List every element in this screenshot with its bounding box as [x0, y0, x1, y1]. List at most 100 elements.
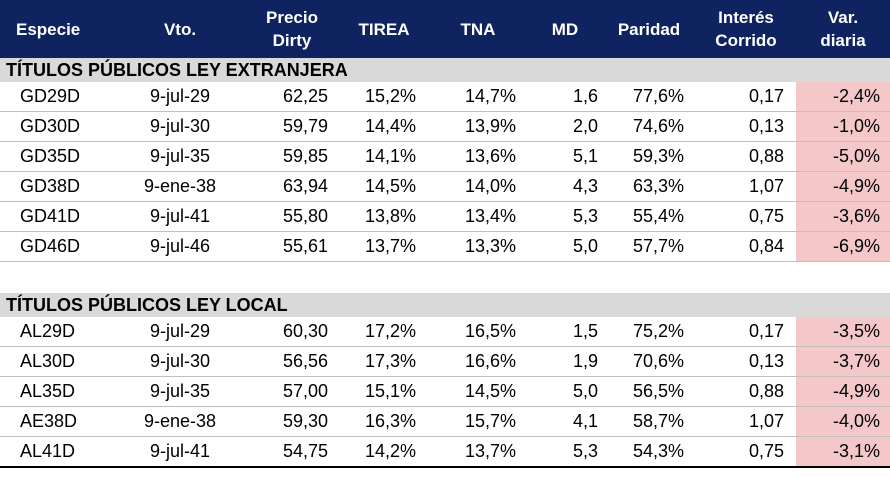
- cell-precio: 59,30: [244, 406, 340, 437]
- cell-interes: 0,88: [696, 376, 796, 407]
- cell-tirea: 16,3%: [340, 406, 428, 437]
- cell-vto: 9-jul-35: [116, 376, 244, 407]
- header-paridad: Paridad: [602, 0, 696, 58]
- cell-md: 1,6: [528, 82, 602, 112]
- cell-precio: 55,80: [244, 201, 340, 232]
- cell-tna: 13,6%: [428, 141, 528, 172]
- cell-interes: 0,17: [696, 317, 796, 347]
- cell-md: 5,3: [528, 436, 602, 468]
- cell-var: -3,5%: [796, 317, 890, 347]
- header-var-diaria: Var. diaria: [796, 0, 890, 58]
- cell-var: -3,1%: [796, 436, 890, 468]
- cell-especie: GD38D: [0, 171, 116, 202]
- cell-vto: 9-jul-29: [116, 82, 244, 112]
- cell-md: 1,5: [528, 317, 602, 347]
- cell-especie: GD35D: [0, 141, 116, 172]
- table-body: TÍTULOS PÚBLICOS LEY EXTRANJERA GD29D 9-ju…: [0, 58, 890, 468]
- cell-md: 1,9: [528, 346, 602, 377]
- cell-interes: 0,88: [696, 141, 796, 172]
- cell-tirea: 14,2%: [340, 436, 428, 468]
- cell-tirea: 13,8%: [340, 201, 428, 232]
- cell-precio: 56,56: [244, 346, 340, 377]
- section-title: TÍTULOS PÚBLICOS LEY EXTRANJERA: [0, 58, 890, 82]
- cell-precio: 59,79: [244, 111, 340, 142]
- cell-var: -2,4%: [796, 82, 890, 112]
- cell-precio: 57,00: [244, 376, 340, 407]
- cell-precio: 60,30: [244, 317, 340, 347]
- cell-paridad: 74,6%: [602, 111, 696, 142]
- cell-var: -4,9%: [796, 171, 890, 202]
- header-tirea: TIREA: [340, 0, 428, 58]
- cell-tna: 15,7%: [428, 406, 528, 437]
- cell-paridad: 70,6%: [602, 346, 696, 377]
- cell-var: -5,0%: [796, 141, 890, 172]
- cell-especie: AL29D: [0, 317, 116, 347]
- cell-tna: 14,0%: [428, 171, 528, 202]
- header-especie: Especie: [0, 0, 116, 58]
- cell-especie: AL35D: [0, 376, 116, 407]
- cell-especie: GD41D: [0, 201, 116, 232]
- cell-md: 2,0: [528, 111, 602, 142]
- cell-paridad: 57,7%: [602, 231, 696, 262]
- cell-md: 5,0: [528, 376, 602, 407]
- cell-precio: 62,25: [244, 82, 340, 112]
- cell-md: 5,0: [528, 231, 602, 262]
- cell-interes: 0,13: [696, 111, 796, 142]
- cell-var: -1,0%: [796, 111, 890, 142]
- cell-vto: 9-jul-30: [116, 111, 244, 142]
- cell-tna: 16,6%: [428, 346, 528, 377]
- cell-especie: AL41D: [0, 436, 116, 468]
- cell-md: 5,3: [528, 201, 602, 232]
- cell-especie: GD29D: [0, 82, 116, 112]
- table-row: GD29D 9-jul-29 62,25 15,2% 14,7% 1,6 77,6% 0,17…: [0, 82, 890, 112]
- cell-tirea: 17,3%: [340, 346, 428, 377]
- cell-precio: 59,85: [244, 141, 340, 172]
- table-header: Especie Vto. Precio Dirty TIREA TNA MD Pa…: [0, 0, 890, 58]
- cell-paridad: 56,5%: [602, 376, 696, 407]
- cell-paridad: 55,4%: [602, 201, 696, 232]
- cell-especie: AL30D: [0, 346, 116, 377]
- cell-especie: GD46D: [0, 231, 116, 262]
- cell-var: -6,9%: [796, 231, 890, 262]
- table-row: AL35D 9-jul-35 57,00 15,1% 14,5% 5,0 56,5% 0,88…: [0, 376, 890, 407]
- cell-tna: 13,4%: [428, 201, 528, 232]
- cell-vto: 9-ene-38: [116, 406, 244, 437]
- cell-interes: 0,17: [696, 82, 796, 112]
- cell-paridad: 63,3%: [602, 171, 696, 202]
- cell-tirea: 14,4%: [340, 111, 428, 142]
- table-row: AE38D 9-ene-38 59,30 16,3% 15,7% 4,1 58,7% 1,07…: [0, 406, 890, 437]
- cell-vto: 9-jul-29: [116, 317, 244, 347]
- cell-paridad: 59,3%: [602, 141, 696, 172]
- table-row: AL29D 9-jul-29 60,30 17,2% 16,5% 1,5 75,2% 0,17…: [0, 317, 890, 347]
- table-row: GD41D 9-jul-41 55,80 13,8% 13,4% 5,3 55,4% 0,75…: [0, 201, 890, 232]
- cell-paridad: 58,7%: [602, 406, 696, 437]
- cell-vto: 9-jul-41: [116, 436, 244, 468]
- table-row: GD30D 9-jul-30 59,79 14,4% 13,9% 2,0 74,6% 0,13…: [0, 111, 890, 142]
- section-title: TÍTULOS PÚBLICOS LEY LOCAL: [0, 293, 890, 317]
- cell-interes: 1,07: [696, 171, 796, 202]
- cell-precio: 63,94: [244, 171, 340, 202]
- cell-vto: 9-jul-30: [116, 346, 244, 377]
- section-title-row: TÍTULOS PÚBLICOS LEY LOCAL: [0, 293, 890, 317]
- section-title-row: TÍTULOS PÚBLICOS LEY EXTRANJERA: [0, 58, 890, 82]
- header-tna: TNA: [428, 0, 528, 58]
- table-row: GD38D 9-ene-38 63,94 14,5% 14,0% 4,3 63,3% 1,07…: [0, 171, 890, 202]
- header-precio-line1: Precio: [266, 8, 318, 27]
- cell-vto: 9-ene-38: [116, 171, 244, 202]
- table-row: GD46D 9-jul-46 55,61 13,7% 13,3% 5,0 57,7% 0,84…: [0, 231, 890, 262]
- cell-paridad: 77,6%: [602, 82, 696, 112]
- cell-tirea: 13,7%: [340, 231, 428, 262]
- cell-vto: 9-jul-41: [116, 201, 244, 232]
- header-vto: Vto.: [116, 0, 244, 58]
- cell-tirea: 15,1%: [340, 376, 428, 407]
- table-row: GD35D 9-jul-35 59,85 14,1% 13,6% 5,1 59,3% 0,88…: [0, 141, 890, 172]
- cell-interes: 0,84: [696, 231, 796, 262]
- cell-md: 5,1: [528, 141, 602, 172]
- cell-var: -3,7%: [796, 346, 890, 377]
- header-precio-line2: Dirty: [272, 31, 312, 50]
- cell-md: 4,3: [528, 171, 602, 202]
- header-interes-corrido: Interés Corrido: [696, 0, 796, 58]
- header-var-line2: diaria: [820, 31, 866, 50]
- cell-especie: GD30D: [0, 111, 116, 142]
- cell-especie: AE38D: [0, 406, 116, 437]
